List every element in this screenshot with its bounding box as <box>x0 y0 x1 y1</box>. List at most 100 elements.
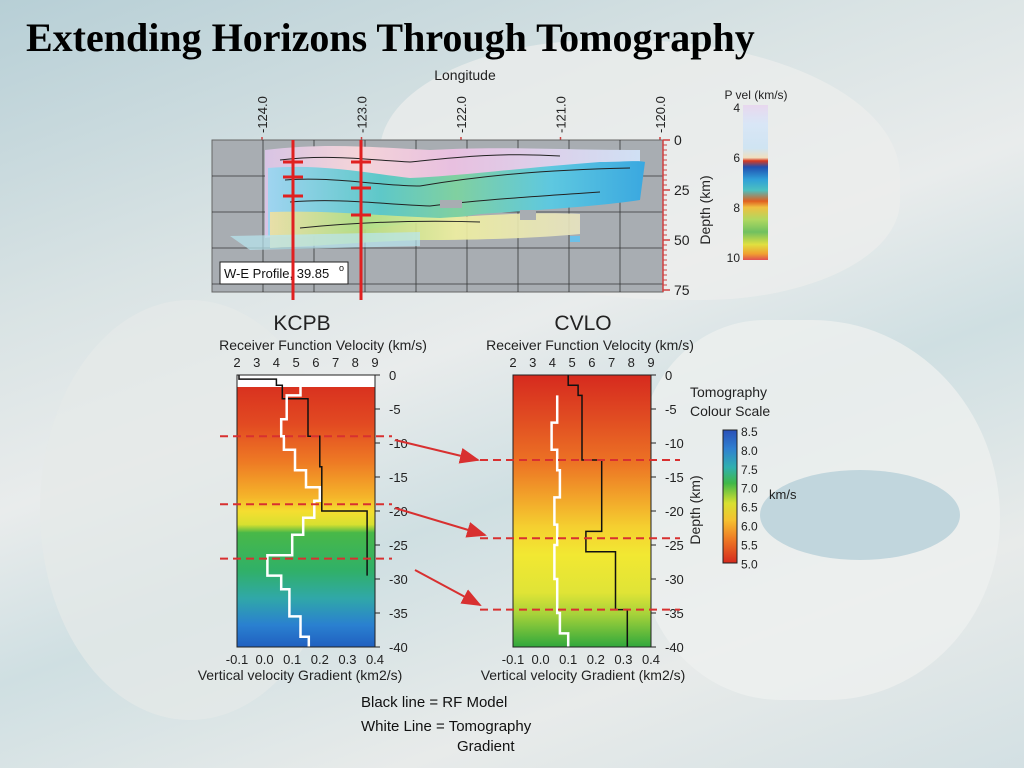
depth-tick-label: -30 <box>665 572 684 587</box>
bottom-tick-label: -0.1 <box>226 652 248 667</box>
station-marker-cvlo <box>351 140 371 300</box>
tomo-tick-label: 5.5 <box>741 538 758 552</box>
depth-tick-label: -5 <box>665 402 677 417</box>
top-tick-label: 2 <box>509 355 516 370</box>
top-tick-label: 5 <box>293 355 300 370</box>
top-tick-label: 3 <box>529 355 536 370</box>
bottom-tick-label: -0.1 <box>502 652 524 667</box>
depth-tick-label: -20 <box>665 504 684 519</box>
depth-tick-label: -15 <box>665 470 684 485</box>
depth-tick-label: -10 <box>389 436 408 451</box>
slide-title: Extending Horizons Through Tomography <box>26 15 755 60</box>
arrow-3 <box>414 569 482 606</box>
tomo-scale-title-1: Tomography <box>690 384 767 400</box>
profile-depth-tick-label: 0 <box>674 132 682 148</box>
kcpb-top-axis-label: Receiver Function Velocity (km/s) <box>219 337 427 353</box>
top-tick-label: 8 <box>352 355 359 370</box>
kcpb-bottom-axis-label: Vertical velocity Gradient (km2/s) <box>198 667 403 683</box>
depth-tick-label: -35 <box>665 606 684 621</box>
bottom-tick-label: 0.1 <box>559 652 577 667</box>
cvlo-depth-label: Depth (km) <box>687 475 703 544</box>
kcpb-title: KCPB <box>273 312 330 335</box>
depth-tick-label: -30 <box>389 572 408 587</box>
lon-tick-label: -120.0 <box>653 96 668 133</box>
tomo-tick-label: 7.5 <box>741 463 758 477</box>
tomography-gradient-line <box>266 377 322 647</box>
depth-tick-label: -10 <box>665 436 684 451</box>
pvel-tick-label: 8 <box>733 201 740 215</box>
tomo-colorbar <box>722 429 738 564</box>
bottom-tick-label: 0.2 <box>587 652 605 667</box>
tomo-scale-title-2: Colour Scale <box>690 403 770 419</box>
depth-tick-label: -20 <box>389 504 408 519</box>
tomo-tick-label: 6.0 <box>741 520 758 534</box>
top-tick-label: 8 <box>628 355 635 370</box>
top-tick-label: 3 <box>253 355 260 370</box>
profile-depth-tick-label: 25 <box>674 182 690 198</box>
bottom-tick-label: 0.4 <box>366 652 384 667</box>
tomo-tick-label: 5.0 <box>741 557 758 571</box>
lon-tick-label: -123.0 <box>355 96 370 133</box>
depth-tick-label: -15 <box>389 470 408 485</box>
legend-black-line: Black line = RF Model <box>361 694 508 711</box>
top-tick-label: 6 <box>312 355 319 370</box>
depth-tick-label: -40 <box>665 640 684 655</box>
top-tick-label: 4 <box>549 355 556 370</box>
tomo-tick-label: 8.5 <box>741 425 758 439</box>
top-tick-label: 9 <box>371 355 378 370</box>
profile-depth-label: Depth (km) <box>697 175 713 244</box>
profile-annotation: W-E Profile, 39.85 <box>224 266 329 281</box>
pvel-tick-label: 6 <box>733 151 740 165</box>
bottom-tick-label: 0.3 <box>338 652 356 667</box>
depth-tick-label: -40 <box>389 640 408 655</box>
top-tick-label: 7 <box>608 355 615 370</box>
depth-tick-label: 0 <box>389 368 396 383</box>
station-marker-kcpb <box>283 140 303 300</box>
rf-model-line <box>238 375 368 576</box>
tomo-tick-label: 7.0 <box>741 482 758 496</box>
top-tick-label: 4 <box>273 355 280 370</box>
profile-degree-mark: o <box>339 263 344 273</box>
profile-annotation-box <box>219 261 349 285</box>
arrow-2 <box>394 507 487 538</box>
bottom-tick-label: 0.2 <box>311 652 329 667</box>
tomo-tick-label: 6.5 <box>741 501 758 515</box>
longitude-label: Longitude <box>434 67 496 83</box>
lon-tick-label: -124.0 <box>255 96 270 133</box>
pvel-tick-label: 4 <box>733 101 740 115</box>
tomo-scale-unit: km/s <box>769 487 797 502</box>
tomography-gradient-line <box>550 395 570 647</box>
bottom-tick-label: 0.0 <box>256 652 274 667</box>
cvlo-bottom-axis-label: Vertical velocity Gradient (km2/s) <box>481 667 686 683</box>
bottom-tick-label: 0.0 <box>532 652 550 667</box>
profile-depth-tick-label: 75 <box>674 282 690 298</box>
top-tick-label: 2 <box>233 355 240 370</box>
legend-white-line: White Line = Tomography <box>361 718 532 735</box>
depth-tick-label: -25 <box>389 538 408 553</box>
lon-tick-label: -121.0 <box>554 96 569 133</box>
depth-tick-label: -35 <box>389 606 408 621</box>
tomo-tick-label: 8.0 <box>741 444 758 458</box>
top-tick-label: 9 <box>647 355 654 370</box>
depth-tick-label: 0 <box>665 368 672 383</box>
bottom-tick-label: 0.3 <box>614 652 632 667</box>
top-tick-label: 7 <box>332 355 339 370</box>
bottom-tick-label: 0.1 <box>283 652 301 667</box>
arrow-1 <box>394 439 480 464</box>
depth-tick-label: -25 <box>665 538 684 553</box>
cvlo-top-axis-label: Receiver Function Velocity (km/s) <box>486 337 694 353</box>
top-tick-label: 6 <box>588 355 595 370</box>
profile-depth-tick-label: 50 <box>674 232 690 248</box>
rf-model-line <box>567 375 629 647</box>
pvel-colorbar <box>743 105 768 260</box>
lon-tick-label: -122.0 <box>454 96 469 133</box>
bottom-tick-label: 0.4 <box>642 652 660 667</box>
pvel-title: P vel (km/s) <box>724 88 787 102</box>
legend-white-line-2: Gradient <box>457 738 515 755</box>
cvlo-title: CVLO <box>554 312 611 335</box>
pvel-tick-label: 10 <box>727 251 741 265</box>
top-tick-label: 5 <box>569 355 576 370</box>
